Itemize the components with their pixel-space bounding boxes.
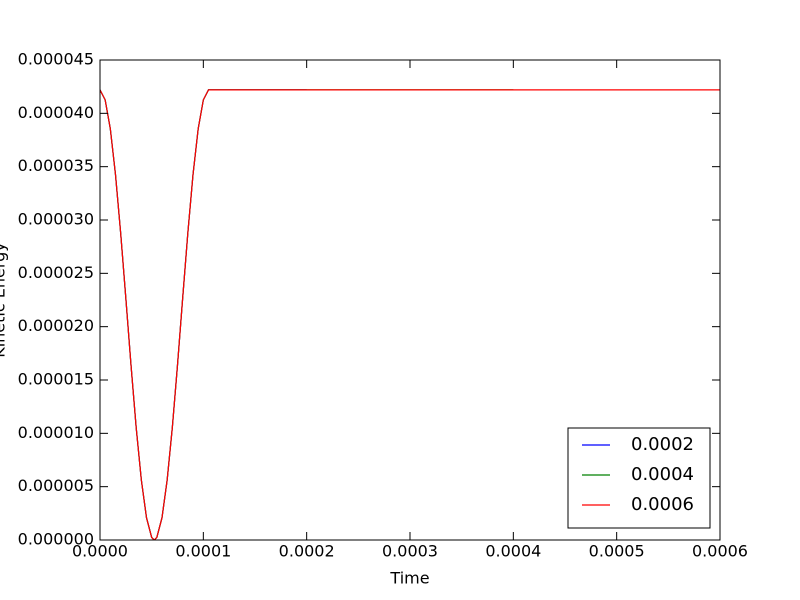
y-tick-label: 0.000000 bbox=[18, 530, 94, 549]
x-tick-label: 0.0003 bbox=[382, 542, 438, 561]
legend-label: 0.0006 bbox=[631, 494, 694, 515]
y-tick-label: 0.000035 bbox=[18, 156, 94, 175]
y-tick-label: 0.000010 bbox=[18, 423, 94, 442]
y-tick-label: 0.000030 bbox=[18, 210, 94, 229]
legend-label: 0.0004 bbox=[631, 464, 694, 485]
x-axis-label: Time bbox=[389, 569, 429, 588]
series-line bbox=[100, 89, 720, 540]
legend-label: 0.0002 bbox=[631, 434, 694, 455]
y-tick-label: 0.000040 bbox=[18, 103, 94, 122]
y-tick-label: 0.000025 bbox=[18, 263, 94, 282]
x-tick-label: 0.0002 bbox=[279, 542, 335, 561]
y-axis-label: Kinetic Energy bbox=[0, 242, 9, 358]
x-tick-label: 0.0001 bbox=[175, 542, 231, 561]
y-tick-label: 0.000005 bbox=[18, 476, 94, 495]
x-tick-label: 0.0004 bbox=[485, 542, 541, 561]
y-tick-label: 0.000020 bbox=[18, 316, 94, 335]
x-tick-label: 0.0005 bbox=[589, 542, 645, 561]
x-tick-label: 0.0000 bbox=[72, 542, 128, 561]
x-tick-label: 0.0006 bbox=[692, 542, 748, 561]
y-tick-label: 0.000015 bbox=[18, 370, 94, 389]
y-tick-label: 0.000045 bbox=[18, 50, 94, 69]
